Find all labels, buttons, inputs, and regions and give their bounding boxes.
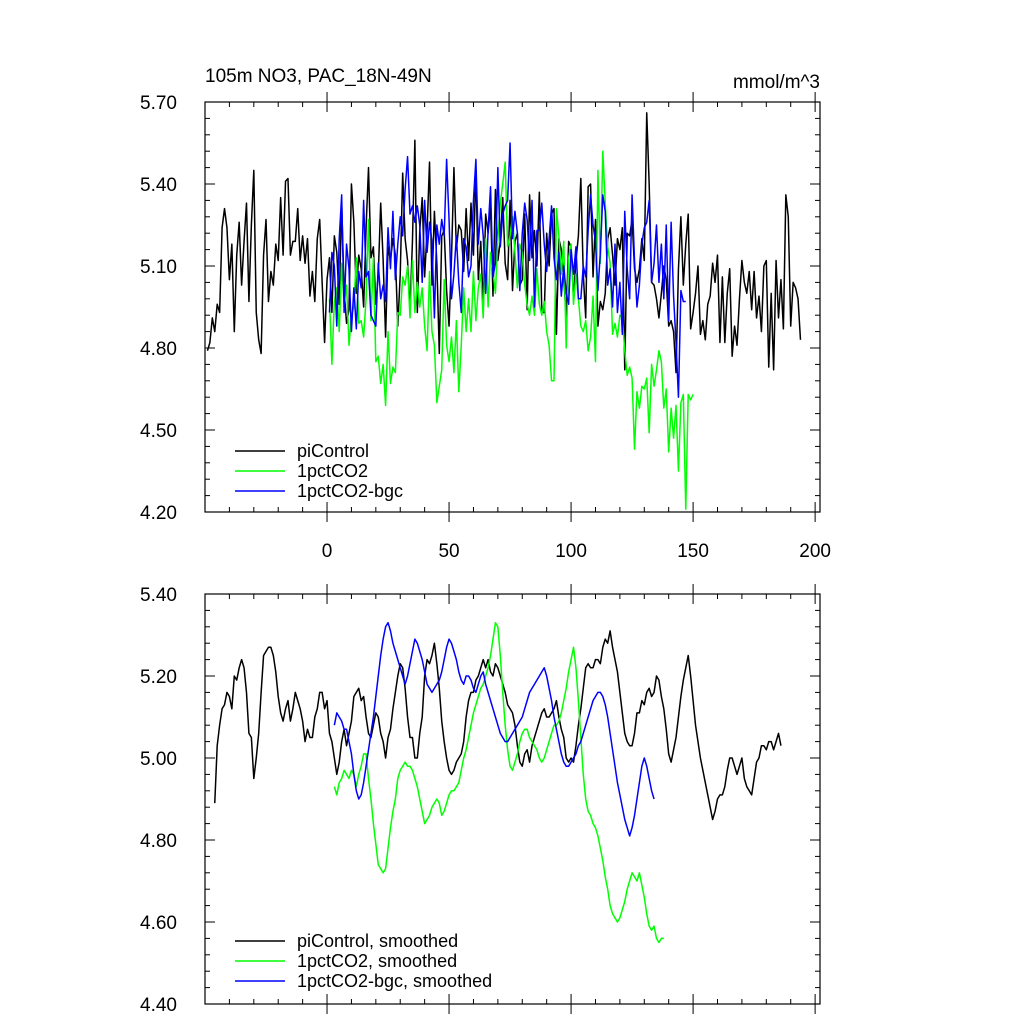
- panel-bottom: 4.40 4.60 4.80 5.00 5.20 5.40 piControl, smoo…: [140, 584, 821, 1016]
- y-tick-label: 4.40: [140, 995, 177, 1016]
- y-tick-label: 4.80: [140, 339, 177, 360]
- x-tick-label: 50: [438, 541, 459, 562]
- y-tick-label: 5.10: [140, 257, 177, 278]
- y-tick-label: 5.20: [140, 667, 177, 688]
- series-line-1pctco2-smoothed: [333, 621, 664, 944]
- y-tick-label: 4.80: [140, 831, 177, 852]
- x-tick-label: 200: [799, 541, 831, 562]
- y-tick-label: 4.20: [140, 503, 177, 524]
- bottom-plot-frame: [204, 593, 821, 1005]
- legend-label-picontrol-smoothed: piControl, smoothed: [297, 931, 458, 951]
- bottom-legend: piControl, smoothed 1pctCO2, smoothed 1p…: [235, 931, 492, 991]
- legend-label-1pctco2-smoothed: 1pctCO2, smoothed: [297, 951, 457, 971]
- top-plot-area: 4.20 4.50 4.80 5.10 5.40 5.70 0 50 100 150 200: [140, 92, 831, 562]
- top-series-group: [206, 112, 802, 511]
- top-plot-frame: [204, 101, 821, 513]
- x-tick-label: 100: [555, 541, 587, 562]
- panel-top: 105m NO3, PAC_18N-49N mmol/m^3 4.204.504…: [140, 66, 831, 562]
- y-tick-label: 4.50: [140, 421, 177, 442]
- series-line-1pctco2: [328, 150, 694, 511]
- legend-label-1pctco2-bgc-smoothed: 1pctCO2-bgc, smoothed: [297, 971, 492, 991]
- chart-units: mmol/m^3: [733, 72, 820, 93]
- x-tick-label: 150: [677, 541, 709, 562]
- y-tick-label: 4.60: [140, 913, 177, 934]
- legend-label-1pctco2: 1pctCO2: [297, 461, 368, 481]
- legend-label-picontrol: piControl: [297, 441, 369, 461]
- chart-title: 105m NO3, PAC_18N-49N: [205, 66, 432, 87]
- bottom-plot-area: 4.40 4.60 4.80 5.00 5.20 5.40: [140, 584, 820, 1016]
- y-tick-label: 5.70: [140, 93, 177, 114]
- bottom-series-group: [214, 621, 782, 944]
- series-line-1pctco2-bgc-smoothed: [333, 621, 655, 837]
- top-legend: piControl 1pctCO2 1pctCO2-bgc: [235, 441, 403, 501]
- legend-label-1pctco2-bgc: 1pctCO2-bgc: [297, 481, 403, 501]
- y-tick-label: 5.40: [140, 585, 177, 606]
- series-line-picontrol: [206, 112, 802, 374]
- x-tick-label: 0: [322, 541, 333, 562]
- y-tick-label: 5.40: [140, 175, 177, 196]
- series-line-1pctco2-bgc: [328, 142, 686, 398]
- y-tick-label: 5.00: [140, 749, 177, 770]
- series-line-picontrol-smoothed: [214, 630, 782, 821]
